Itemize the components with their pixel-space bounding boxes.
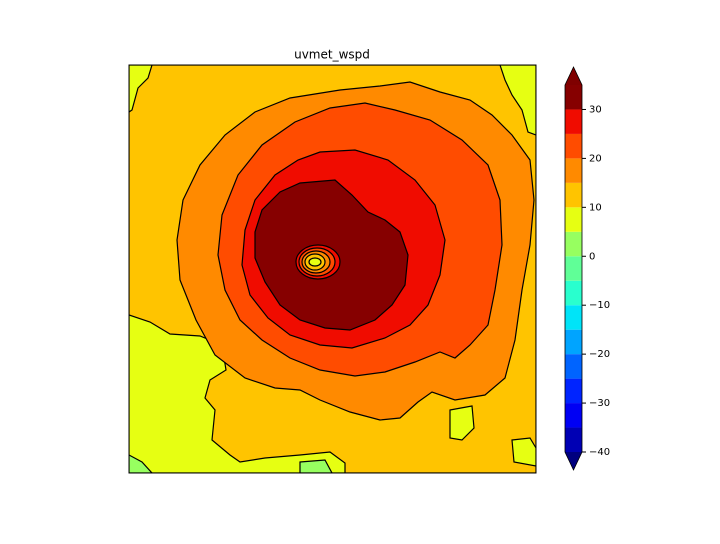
colorbar: −40 −30 −20 −10 0 10 20 30 [564, 66, 610, 471]
colorbar-bin [565, 280, 582, 306]
contour-field [129, 65, 536, 473]
contour-region [511, 437, 536, 467]
colorbar-bin [565, 305, 582, 330]
colorbar-tick-label: 10 [589, 202, 602, 213]
colorbar-bin [565, 109, 582, 134]
contour-region [499, 65, 536, 136]
colorbar-tick-label: −20 [589, 349, 610, 360]
colorbar-bin [565, 329, 582, 355]
colorbar-tick-label: −40 [589, 447, 610, 458]
colorbar-bin [565, 182, 582, 208]
contour-region [449, 405, 475, 441]
colorbar-bin [565, 427, 582, 452]
contour-region [299, 459, 333, 473]
contour-region [129, 314, 346, 473]
colorbar-tick-label: 30 [589, 104, 602, 115]
colorbar-bin [565, 403, 582, 428]
colorbar-tick-label: −30 [589, 398, 610, 409]
contour-region [129, 454, 153, 473]
colorbar-tick-label: 0 [589, 251, 595, 262]
colorbar-bin [565, 231, 582, 257]
colorbar-tick-label: −10 [589, 300, 610, 311]
map-frame [128, 64, 537, 474]
colorbar-bin [565, 256, 582, 281]
colorbar-bin [565, 207, 582, 232]
colorbar-extend-over [565, 67, 582, 85]
colorbar-tick-label: 20 [589, 153, 602, 164]
colorbar-bin [565, 158, 582, 183]
colorbar-bin [565, 354, 582, 379]
colorbar-bin [565, 133, 582, 159]
contour-region [129, 65, 153, 113]
colorbar-bin [565, 378, 582, 404]
colorbar-extend-under [565, 452, 582, 470]
chart-title: uvmet_wspd [294, 48, 370, 62]
colorbar-bin [565, 85, 582, 110]
contour-region [308, 257, 322, 267]
